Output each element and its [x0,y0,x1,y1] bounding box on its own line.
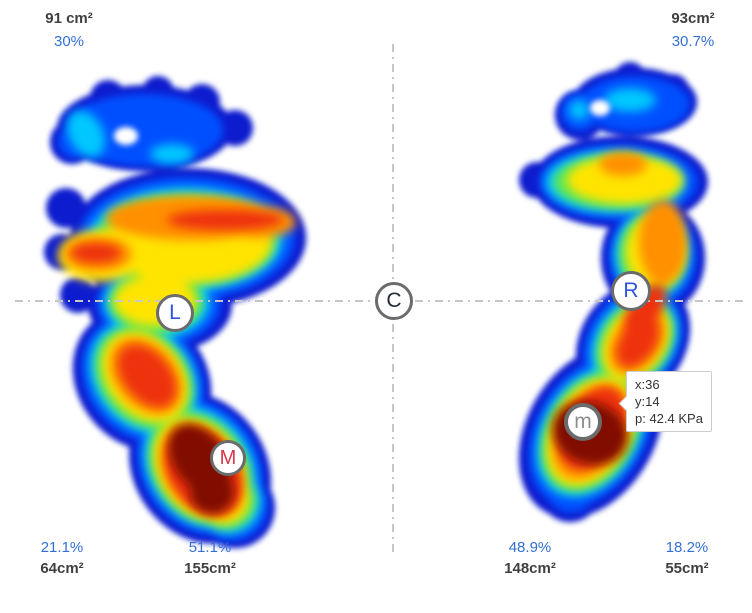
region-percent: 51.1% [188,539,232,556]
marker-letter: M [219,446,237,469]
marker-letter: R [623,279,639,302]
left-foot-max-pressure-marker[interactable]: M [210,440,246,476]
region-percent: 21.1% [40,539,84,556]
right-foot-total-stat: 93cm² 30.7% [648,7,738,53]
left-foot-percent-value: 30% [53,33,85,50]
left-foot-region2-stat: 51.1% 155cm² [165,537,255,579]
right-foot-max-pressure-marker[interactable]: m [564,403,602,441]
left-foot-center-marker[interactable]: L [156,294,194,332]
left-foot-area-value: 91 cm² [45,10,93,27]
region-area: 64cm² [40,560,84,577]
region-area: 155cm² [184,560,236,577]
region-percent: 48.9% [508,539,552,556]
pressure-tooltip: x:36 y:14 p: 42.4 KPa [618,371,712,432]
marker-letter: m [574,410,592,433]
region-area: 55cm² [665,560,709,577]
right-foot-region1-stat: 48.9% 148cm² [485,537,575,579]
region-percent: 18.2% [665,539,709,556]
left-foot-region1-stat: 21.1% 64cm² [17,537,107,579]
tooltip-x-value: x:36 [635,377,660,392]
tooltip-y-value: y:14 [635,394,660,409]
right-foot-percent-value: 30.7% [671,33,715,50]
region-area: 148cm² [504,560,556,577]
left-foot-heatmap[interactable] [30,76,322,548]
right-foot-region2-stat: 18.2% 55cm² [642,537,732,579]
marker-letter: L [169,301,181,324]
right-foot-area-value: 93cm² [671,10,715,27]
global-center-marker[interactable]: C [375,282,413,320]
tooltip-pressure-value: p: 42.4 KPa [635,411,703,426]
marker-letter: C [386,289,402,312]
heat-hole-toe-gap [114,127,138,145]
left-foot-total-stat: 91 cm² 30% [24,7,114,53]
heat-hole-toe-gap [590,100,610,116]
right-foot-center-marker[interactable]: R [611,271,651,311]
heat-layer-darkred [168,423,234,514]
